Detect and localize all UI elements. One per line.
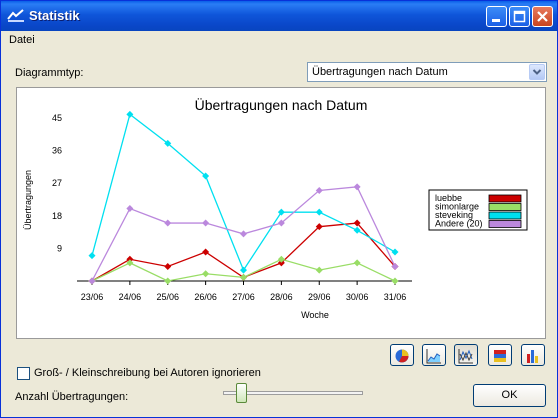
data-point: [88, 277, 96, 285]
data-point: [353, 226, 361, 234]
x-tick-label: 28/06: [270, 292, 293, 302]
y-tick-label: 45: [52, 113, 62, 123]
y-tick-label: 36: [52, 146, 62, 156]
app-icon: [7, 9, 24, 22]
data-point: [240, 266, 247, 274]
y-tick-label: 18: [52, 211, 62, 221]
chevron-down-icon: [532, 69, 542, 75]
x-tick-label: 27/06: [232, 292, 255, 302]
chart-panel: Übertragungen nach Datum 23/06 24/06 25/06 2…: [16, 87, 546, 339]
data-point: [353, 183, 361, 191]
data-point: [202, 172, 210, 180]
chart-title: Übertragungen nach Datum: [195, 96, 368, 113]
x-tick-label: 31/06: [384, 292, 407, 302]
legend-swatch: [488, 220, 522, 228]
line-chart-icon: [458, 349, 473, 364]
diagram-type-label: Diagrammtyp:: [15, 67, 84, 79]
data-point: [277, 255, 285, 263]
data-point: [126, 259, 134, 267]
data-point: [315, 186, 323, 194]
legend-label: luebbe: [435, 193, 462, 203]
data-point: [391, 277, 399, 285]
count-label: Anzahl Übertragungen:: [15, 391, 129, 403]
data-point: [391, 263, 399, 271]
data-point: [277, 208, 285, 216]
x-tick-label: 26/06: [194, 292, 217, 302]
data-point: [164, 263, 172, 271]
x-tick-label: 29/06: [308, 292, 331, 302]
ok-button[interactable]: OK: [473, 384, 546, 407]
y-tick-label: 9: [57, 243, 62, 253]
line-chart-button[interactable]: [454, 344, 478, 366]
legend-label: simonlarge: [435, 202, 479, 212]
data-point: [164, 139, 172, 147]
data-point: [202, 270, 210, 278]
count-slider-thumb[interactable]: [236, 383, 247, 403]
count-slider-track[interactable]: [223, 391, 363, 395]
data-point: [240, 230, 247, 238]
data-point: [126, 205, 134, 213]
title-bar[interactable]: Statistik: [1, 1, 557, 31]
data-point: [202, 219, 210, 227]
maximize-button[interactable]: [509, 6, 530, 27]
data-point: [164, 219, 172, 227]
x-tick-label: 25/06: [156, 292, 179, 302]
data-point: [277, 219, 285, 227]
data-point: [315, 208, 323, 216]
legend-swatch: [488, 194, 522, 203]
data-point: [353, 219, 361, 227]
menu-bar: Datei: [1, 31, 557, 49]
maximize-icon: [513, 10, 526, 23]
ignore-case-checkbox[interactable]: [17, 367, 30, 380]
data-point: [164, 277, 172, 285]
area-chart-icon: [426, 349, 441, 364]
diagram-type-select[interactable]: Übertragungen nach Datum: [307, 62, 547, 82]
x-tick-label: 23/06: [81, 292, 104, 302]
bar-chart-button[interactable]: [521, 344, 545, 366]
data-point: [353, 259, 361, 267]
close-button[interactable]: [532, 6, 553, 27]
y-tick-label: 27: [52, 178, 62, 188]
pie-chart-icon: [395, 349, 409, 363]
data-point: [315, 223, 323, 231]
close-icon: [537, 11, 548, 22]
data-point: [202, 248, 210, 256]
series-line: [91, 113, 396, 272]
x-tick-label: 24/06: [119, 292, 142, 302]
stacked-bar-chart-icon: [494, 350, 506, 362]
legend-swatch: [488, 211, 522, 220]
data-point: [126, 110, 134, 118]
minimize-icon: [492, 19, 500, 22]
dropdown-button[interactable]: [529, 64, 545, 80]
window-title: Statistik: [29, 8, 80, 23]
bar-chart-icon: [527, 350, 538, 363]
x-tick-label: 30/06: [346, 292, 369, 302]
data-point: [126, 255, 134, 263]
data-point: [391, 248, 399, 256]
area-chart-button[interactable]: [422, 344, 446, 366]
legend-label: steveking: [435, 210, 473, 220]
data-point: [277, 259, 285, 267]
y-axis-label: Übertragungen: [23, 170, 33, 230]
diagram-type-value: Übertragungen nach Datum: [312, 66, 448, 78]
data-point: [315, 266, 323, 274]
legend-swatch: [488, 203, 522, 211]
line-chart: Übertragungen nach Datum 23/06 24/06 25/06 2…: [23, 96, 528, 320]
x-axis-label: Woche: [301, 310, 329, 320]
minimize-button[interactable]: [486, 6, 507, 27]
pie-chart-button[interactable]: [390, 344, 414, 366]
ignore-case-label[interactable]: Groß- / Kleinschreibung bei Autoren igno…: [34, 367, 261, 379]
data-point: [240, 273, 247, 281]
data-point: [88, 252, 96, 260]
stacked-bar-chart-button[interactable]: [488, 344, 512, 366]
menu-datei[interactable]: Datei: [9, 34, 35, 46]
legend-label: Andere (20): [435, 219, 483, 229]
